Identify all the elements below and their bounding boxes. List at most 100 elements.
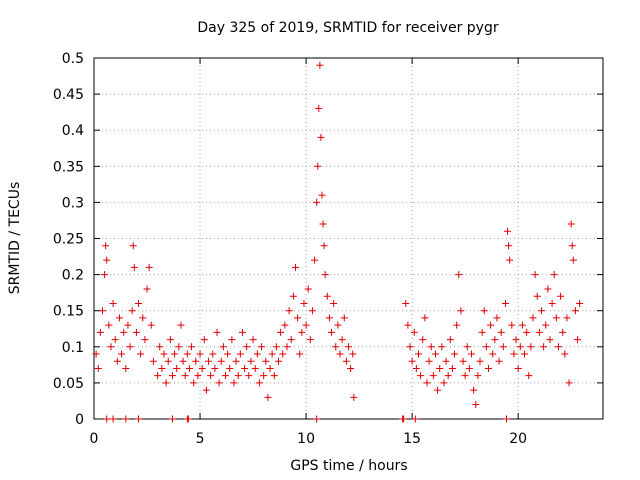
- data-point: [565, 379, 573, 387]
- data-point: [533, 292, 541, 300]
- data-point: [145, 263, 153, 271]
- data-point: [514, 364, 522, 372]
- data-point: [319, 220, 327, 228]
- data-point: [279, 350, 287, 358]
- chart-title: Day 325 of 2019, SRMTID for receiver pyg…: [197, 20, 498, 36]
- data-point: [255, 379, 263, 387]
- data-point: [559, 328, 567, 336]
- data-point: [571, 307, 579, 315]
- data-point: [296, 350, 304, 358]
- data-point: [162, 379, 170, 387]
- data-point: [314, 162, 322, 170]
- data-point: [129, 242, 137, 250]
- data-point: [124, 321, 132, 329]
- data-point: [156, 343, 164, 351]
- data-point: [183, 350, 191, 358]
- data-point: [440, 379, 448, 387]
- data-point: [143, 285, 151, 293]
- data-point: [495, 357, 503, 365]
- data-point: [455, 271, 463, 279]
- data-point: [154, 372, 162, 380]
- data-point: [149, 357, 157, 365]
- data-point: [408, 357, 416, 365]
- data-point: [135, 299, 143, 307]
- data-point: [402, 299, 410, 307]
- data-point: [258, 343, 266, 351]
- data-point: [487, 321, 495, 329]
- data-point: [414, 350, 422, 358]
- data-point: [448, 364, 456, 372]
- data-point: [504, 227, 512, 235]
- data-point: [540, 343, 548, 351]
- data-point: [412, 364, 420, 372]
- y-tick-label: 0.3: [62, 195, 84, 211]
- data-point: [228, 336, 236, 344]
- data-point: [529, 314, 537, 322]
- data-point: [328, 328, 336, 336]
- data-point: [506, 256, 514, 264]
- y-tick-label: 0.35: [53, 159, 84, 175]
- data-point: [311, 256, 319, 264]
- data-point: [349, 350, 357, 358]
- data-point: [544, 285, 552, 293]
- data-point: [132, 328, 140, 336]
- data-point: [411, 415, 419, 423]
- data-point: [277, 328, 285, 336]
- data-point: [550, 271, 558, 279]
- data-point: [118, 350, 126, 358]
- data-point: [442, 357, 450, 365]
- data-point: [300, 299, 308, 307]
- data-point: [537, 307, 545, 315]
- data-point: [542, 321, 550, 329]
- data-point: [128, 307, 136, 315]
- data-point: [497, 328, 505, 336]
- y-tick-label: 0.45: [53, 87, 84, 103]
- data-point: [98, 307, 106, 315]
- data-point: [96, 328, 104, 336]
- y-axis-label: SRMTID / TECUs: [7, 182, 23, 295]
- data-point: [421, 314, 429, 322]
- data-point: [313, 415, 321, 423]
- y-tick-label: 0.25: [53, 232, 84, 248]
- data-point: [531, 271, 539, 279]
- x-tick-label: 15: [403, 431, 421, 447]
- data-point: [563, 314, 571, 322]
- data-point: [400, 415, 408, 423]
- y-tick-label: 0.05: [53, 376, 84, 392]
- data-point: [323, 292, 331, 300]
- data-point: [249, 336, 257, 344]
- data-point: [336, 350, 344, 358]
- data-point: [503, 415, 511, 423]
- data-point: [476, 357, 484, 365]
- data-point: [260, 372, 268, 380]
- data-point: [285, 307, 293, 315]
- data-point: [521, 350, 529, 358]
- data-point: [194, 372, 202, 380]
- data-point: [484, 364, 492, 372]
- data-point: [126, 343, 134, 351]
- data-point: [268, 350, 276, 358]
- data-point: [287, 336, 295, 344]
- data-points: [92, 61, 584, 423]
- data-point: [236, 350, 244, 358]
- data-point: [574, 336, 582, 344]
- x-tick-label: 5: [196, 431, 205, 447]
- data-point: [446, 336, 454, 344]
- data-point: [478, 328, 486, 336]
- data-point: [281, 321, 289, 329]
- data-point: [468, 350, 476, 358]
- data-point: [205, 357, 213, 365]
- data-point: [451, 350, 459, 358]
- data-point: [576, 299, 584, 307]
- data-point: [294, 314, 302, 322]
- data-point: [501, 299, 509, 307]
- data-point: [253, 350, 261, 358]
- data-point: [211, 364, 219, 372]
- data-point: [512, 336, 520, 344]
- data-point: [457, 307, 465, 315]
- data-point: [561, 350, 569, 358]
- data-point: [175, 343, 183, 351]
- data-point: [264, 393, 272, 401]
- data-point: [472, 401, 480, 409]
- data-point: [304, 285, 312, 293]
